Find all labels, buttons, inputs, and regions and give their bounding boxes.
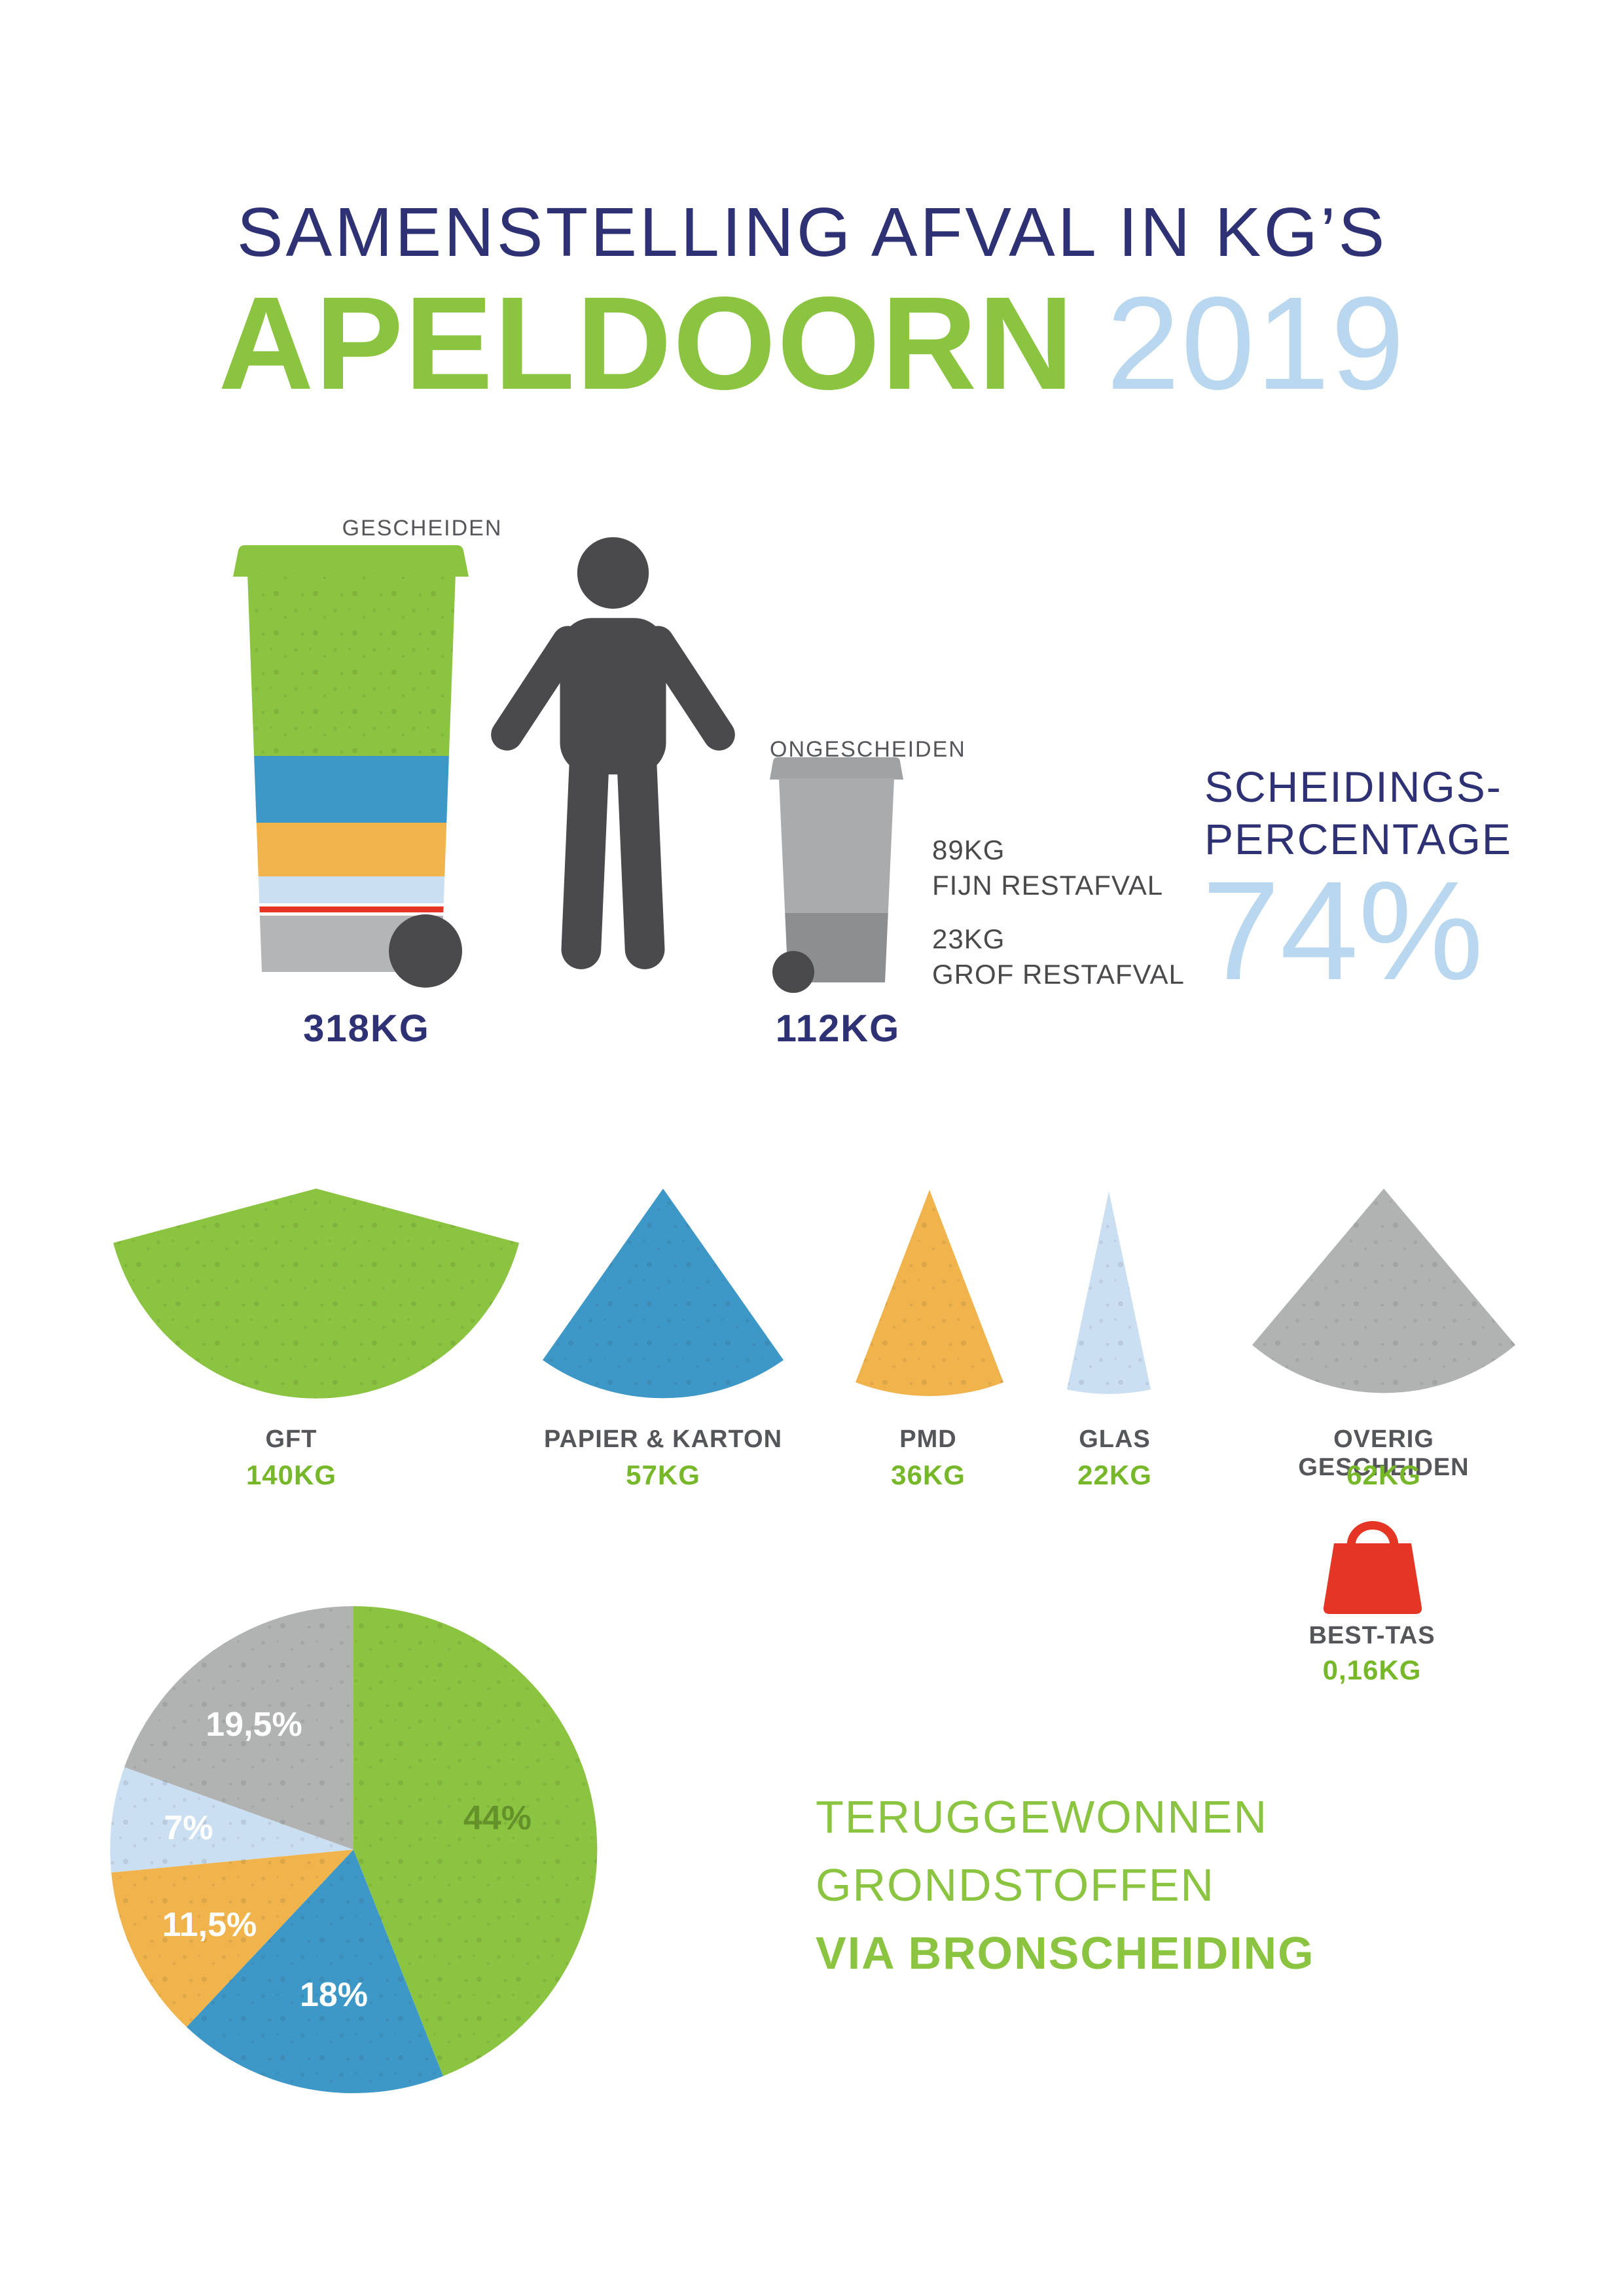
bin-segment-pmd — [247, 823, 456, 876]
fijn-restafval-label: FIJN RESTAFVAL — [932, 870, 1164, 901]
bin-segment-besttas — [247, 906, 456, 912]
bin-lid — [233, 545, 469, 577]
category-value-pmd: 36KG — [891, 1460, 965, 1490]
category-value-papier: 57KG — [626, 1460, 700, 1490]
category-name-gft: GFT — [265, 1426, 317, 1453]
small-bin-wheel — [772, 951, 814, 993]
fijn-restafval-value: 89KG — [932, 834, 1005, 865]
separated-bin-label: GESCHEIDEN — [342, 516, 503, 541]
category-value-glas: 22KG — [1077, 1460, 1152, 1490]
bin-segment-papier — [247, 756, 456, 823]
category-shapes-chart — [113, 1189, 1515, 1399]
pie-label-pmd: 11,5% — [162, 1906, 257, 1944]
pie-label-papier: 18% — [300, 1976, 368, 2014]
small-bin-lid — [770, 757, 903, 780]
separated-total: 318KG — [303, 1007, 430, 1050]
grof-restafval-label: GROF RESTAFVAL — [932, 959, 1185, 990]
separation-rate-title-line1: SCHEIDINGS- — [1204, 762, 1502, 811]
separation-rate-title: SCHEIDINGS- PERCENTAGE — [1204, 761, 1512, 865]
separated-bin-graphic — [233, 545, 469, 988]
pie-chart: 44% 18% 11,5% 7% 19,5% — [110, 1605, 598, 2094]
category-value-overig: 62KG — [1346, 1460, 1421, 1490]
bin-segment-glas — [247, 876, 456, 903]
footer-line1: TERUGGEWONNEN — [816, 1791, 1268, 1842]
separation-rate-value: 74% — [1202, 852, 1484, 1009]
best-tas-bag-icon — [1323, 1521, 1422, 1614]
grof-restafval-annotation: 23KG GROF RESTAFVAL — [932, 922, 1185, 992]
best-tas-value: 0,16KG — [1322, 1655, 1422, 1685]
page-title-city: APELDOORN — [218, 269, 1075, 417]
person-icon — [491, 537, 735, 969]
best-tas-name: BEST-TAS — [1308, 1622, 1435, 1649]
pie-label-glas: 7% — [164, 1809, 213, 1847]
page-title-year: 2019 — [1106, 269, 1406, 417]
footer-line3: VIA BRONSCHEIDING — [816, 1928, 1315, 1979]
unseparated-total: 112KG — [775, 1007, 901, 1050]
footer-line2: GRONDSTOFFEN — [816, 1859, 1215, 1910]
pie-label-overig: 19,5% — [206, 1706, 302, 1744]
bin-wheel — [389, 914, 462, 988]
page-title: APELDOORN 2019 — [0, 267, 1624, 420]
unseparated-bin-graphic — [770, 757, 903, 993]
pie-label-gft: 44% — [463, 1799, 532, 1837]
small-bin-segment-fijn — [779, 778, 894, 913]
separation-rate-title-line2: PERCENTAGE — [1204, 815, 1512, 863]
category-name-pmd: PMD — [899, 1426, 957, 1453]
category-value-gft: 140KG — [245, 1460, 337, 1490]
page-subtitle: SAMENSTELLING AFVAL IN KG’S — [236, 194, 1388, 271]
category-name-papier: PAPIER & KARTON — [543, 1426, 783, 1453]
category-name-overig: OVERIG GESCHEIDEN — [1298, 1426, 1470, 1481]
grof-restafval-value: 23KG — [932, 924, 1005, 954]
category-name-glas: GLAS — [1079, 1426, 1151, 1453]
fijn-restafval-annotation: 89KG FIJN RESTAFVAL — [932, 833, 1163, 903]
footer-caption: TERUGGEWONNEN GRONDSTOFFEN VIA BRONSCHEI… — [816, 1783, 1315, 1987]
